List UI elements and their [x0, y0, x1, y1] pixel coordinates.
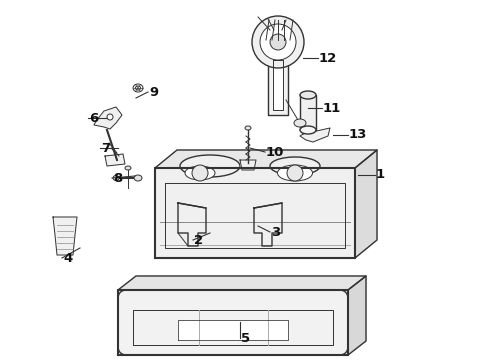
Text: 4: 4: [63, 252, 72, 265]
Text: 8: 8: [113, 171, 122, 184]
Circle shape: [192, 165, 208, 181]
Polygon shape: [155, 150, 377, 168]
Text: 13: 13: [349, 129, 368, 141]
Ellipse shape: [294, 119, 306, 127]
Ellipse shape: [277, 165, 313, 181]
Text: 1: 1: [376, 168, 385, 181]
Text: 10: 10: [266, 145, 284, 158]
Ellipse shape: [185, 166, 215, 180]
Polygon shape: [300, 128, 330, 142]
Ellipse shape: [113, 175, 119, 180]
Ellipse shape: [270, 157, 320, 175]
Polygon shape: [155, 168, 355, 258]
Circle shape: [270, 34, 286, 50]
Ellipse shape: [300, 126, 316, 134]
Polygon shape: [355, 150, 377, 258]
Ellipse shape: [125, 166, 131, 170]
Polygon shape: [268, 55, 288, 115]
Circle shape: [107, 114, 113, 120]
Ellipse shape: [133, 84, 143, 92]
Text: 12: 12: [319, 51, 337, 64]
Ellipse shape: [245, 126, 251, 130]
Polygon shape: [240, 160, 256, 170]
Polygon shape: [178, 320, 288, 340]
Text: 11: 11: [323, 102, 341, 114]
Polygon shape: [254, 203, 282, 246]
Polygon shape: [105, 154, 125, 166]
Circle shape: [287, 165, 303, 181]
Ellipse shape: [136, 86, 141, 90]
Text: 9: 9: [149, 85, 158, 99]
Ellipse shape: [134, 175, 142, 181]
Circle shape: [260, 24, 296, 60]
Text: 3: 3: [271, 225, 280, 238]
Polygon shape: [178, 203, 206, 246]
Polygon shape: [118, 276, 366, 290]
Polygon shape: [94, 107, 122, 129]
Text: 2: 2: [194, 234, 203, 247]
Circle shape: [252, 16, 304, 68]
Polygon shape: [348, 276, 366, 355]
Ellipse shape: [300, 91, 316, 99]
Text: 7: 7: [101, 141, 110, 154]
Ellipse shape: [180, 155, 240, 177]
Text: 6: 6: [89, 112, 98, 125]
Polygon shape: [118, 290, 348, 355]
Polygon shape: [53, 217, 77, 255]
Polygon shape: [300, 95, 316, 130]
Polygon shape: [273, 60, 283, 110]
Text: 5: 5: [241, 332, 250, 345]
